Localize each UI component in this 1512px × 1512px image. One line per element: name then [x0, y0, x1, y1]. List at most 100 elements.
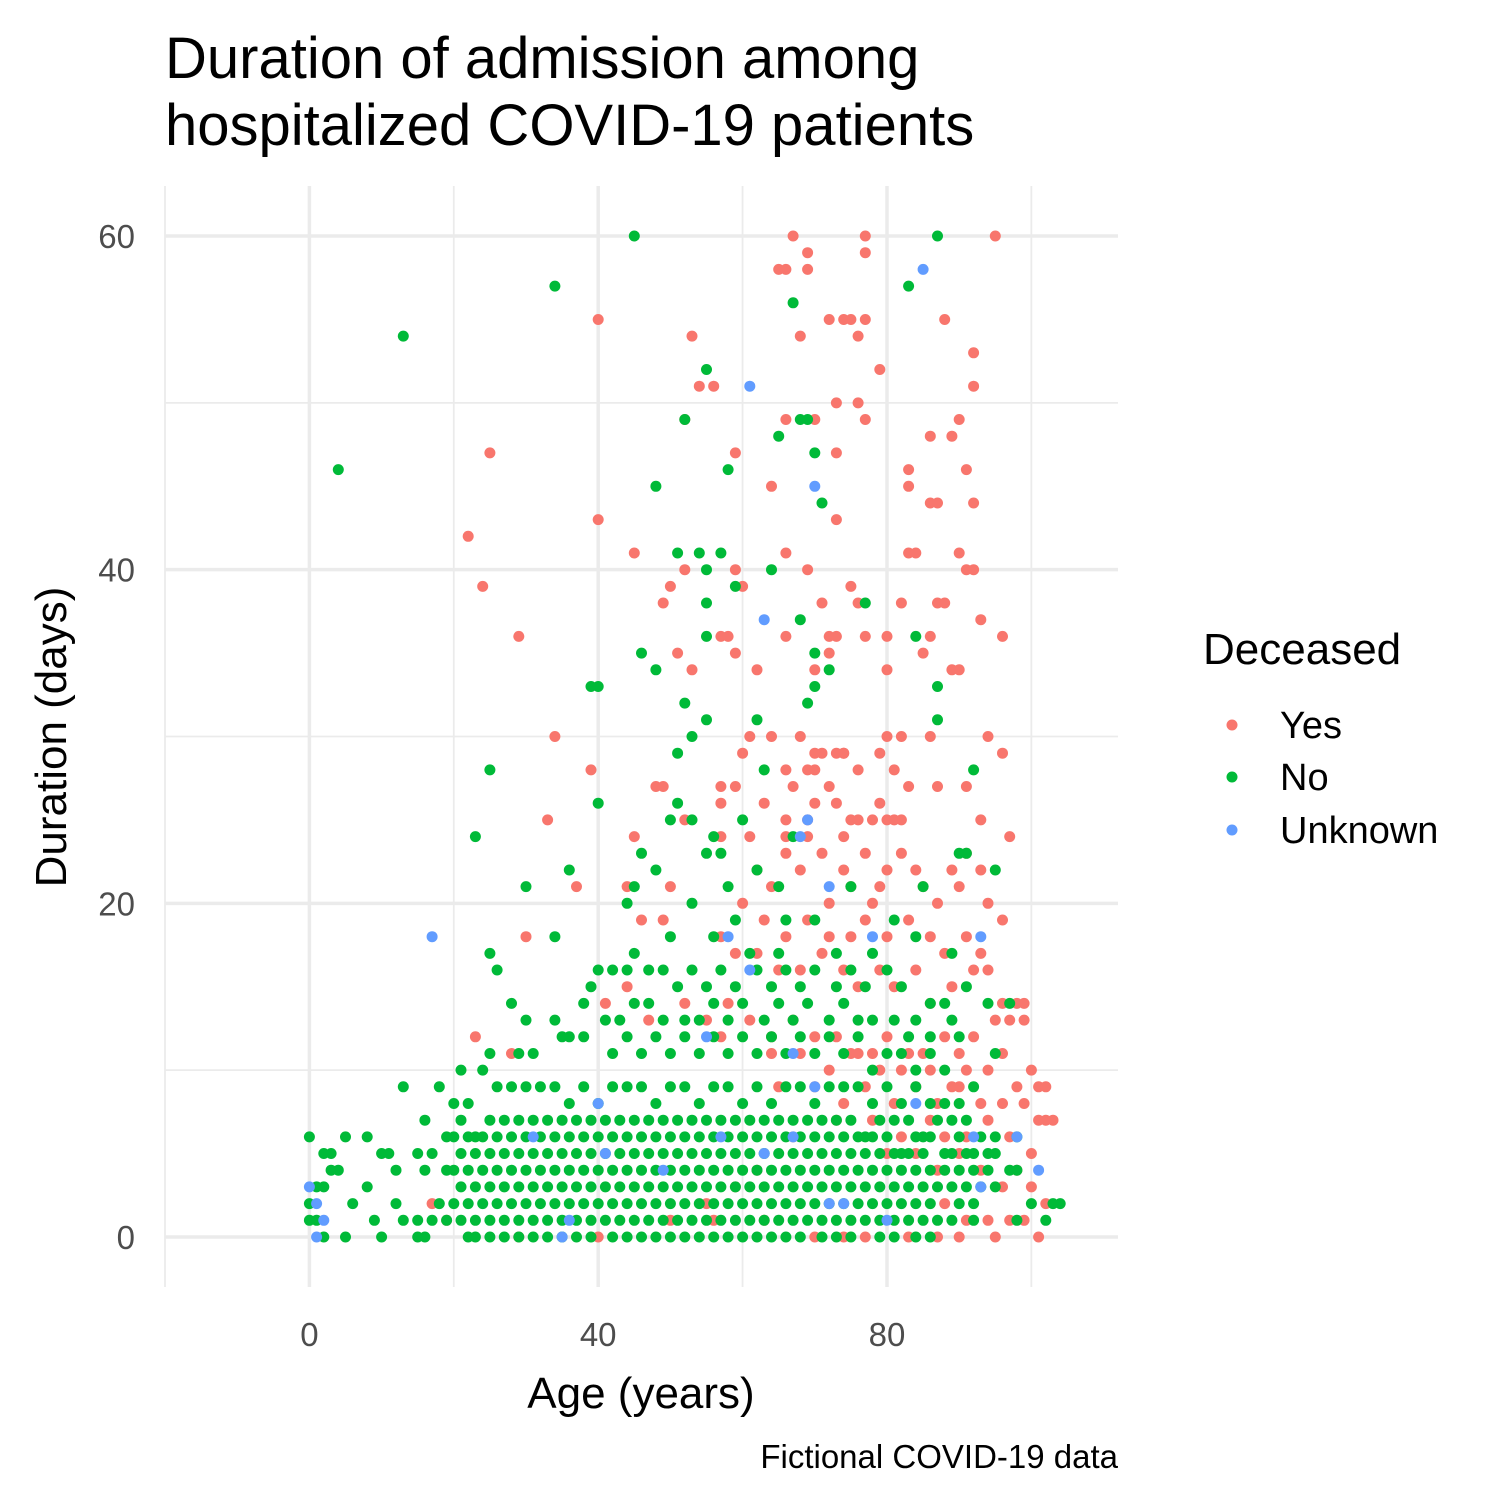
data-point-no	[484, 1231, 496, 1243]
data-point-no	[773, 430, 785, 442]
data-point-no	[542, 1181, 554, 1193]
data-point-no	[614, 1114, 626, 1126]
data-point-no	[621, 1081, 633, 1093]
data-point-yes	[982, 897, 994, 909]
data-point-no	[484, 947, 496, 959]
data-point-no	[809, 447, 821, 459]
data-point-no	[780, 1231, 792, 1243]
data-point-yes	[859, 1231, 871, 1243]
data-point-no	[469, 1148, 481, 1159]
data-point-yes	[838, 1098, 850, 1109]
data-point-no	[527, 1181, 539, 1193]
data-point-no	[758, 1114, 770, 1126]
data-point-no	[549, 1164, 561, 1176]
data-point-no	[744, 1114, 756, 1126]
data-point-no	[527, 1048, 539, 1059]
data-point-no	[867, 1164, 878, 1176]
data-point-yes	[477, 580, 489, 592]
data-point-no	[780, 1198, 792, 1210]
data-point-no	[939, 997, 951, 1009]
y-tick-label: 0	[117, 1219, 135, 1256]
data-point-no	[549, 1131, 561, 1143]
data-point-no	[780, 964, 792, 976]
data-point-no	[852, 1198, 864, 1210]
data-point-no	[766, 1164, 777, 1176]
data-point-yes	[794, 964, 806, 976]
data-point-no	[679, 1031, 691, 1043]
data-point-no	[766, 1231, 777, 1243]
data-point-no	[701, 630, 712, 642]
data-point-no	[794, 1164, 806, 1176]
data-point-no	[686, 964, 698, 976]
data-point-no	[751, 1164, 763, 1176]
data-point-no	[527, 1214, 539, 1226]
data-point-no	[910, 1081, 922, 1093]
data-point-no	[585, 1148, 597, 1159]
data-point-no	[672, 797, 684, 809]
data-point-no	[549, 1081, 561, 1093]
data-point-yes	[1018, 997, 1030, 1009]
data-point-no	[888, 1148, 900, 1159]
data-point-unknown	[426, 931, 438, 943]
data-point-no	[845, 964, 857, 976]
data-point-no	[643, 1114, 655, 1126]
data-point-yes	[960, 464, 972, 476]
data-point-no	[578, 997, 590, 1009]
data-point-no	[715, 547, 727, 559]
data-point-no	[751, 1081, 763, 1093]
data-point-no	[722, 1081, 734, 1093]
data-point-no	[534, 1081, 546, 1093]
data-point-no	[477, 1164, 489, 1176]
data-point-no	[715, 1214, 727, 1226]
data-point-no	[636, 1198, 647, 1210]
data-point-no	[830, 1114, 842, 1126]
data-point-no	[643, 1214, 655, 1226]
data-point-yes	[975, 947, 987, 959]
data-point-unknown	[794, 831, 806, 843]
data-point-no	[968, 1081, 980, 1093]
data-point-yes	[895, 731, 907, 742]
data-point-no	[982, 997, 994, 1009]
data-point-no	[513, 1214, 525, 1226]
data-point-yes	[780, 847, 792, 859]
y-tick-label: 60	[98, 218, 135, 255]
data-point-no	[881, 1048, 893, 1059]
data-point-no	[679, 1231, 691, 1243]
data-point-no	[520, 1014, 532, 1026]
data-point-yes	[802, 263, 814, 275]
data-point-no	[910, 931, 922, 943]
data-point-no	[455, 1148, 467, 1159]
data-point-no	[592, 797, 604, 809]
data-point-no	[585, 1181, 597, 1193]
legend-label-no: No	[1280, 757, 1329, 799]
data-point-no	[607, 1198, 619, 1210]
data-points	[303, 230, 1066, 1243]
data-point-no	[433, 1198, 445, 1210]
data-point-yes	[513, 630, 525, 642]
data-point-yes	[989, 230, 1001, 242]
data-point-no	[924, 997, 936, 1009]
data-point-yes	[729, 564, 741, 576]
data-point-no	[737, 997, 749, 1009]
data-point-yes	[809, 1031, 821, 1043]
data-point-yes	[802, 247, 814, 259]
data-point-no	[787, 1014, 799, 1026]
data-point-no	[664, 1131, 676, 1143]
data-point-yes	[939, 1031, 951, 1043]
data-point-no	[513, 1048, 525, 1059]
data-point-no	[924, 1164, 936, 1176]
data-point-yes	[592, 314, 604, 325]
data-point-no	[960, 1148, 972, 1159]
data-point-yes	[953, 881, 965, 893]
data-point-no	[794, 614, 806, 626]
data-point-no	[838, 1081, 850, 1093]
data-point-yes	[823, 931, 835, 943]
data-point-no	[679, 414, 691, 425]
data-point-no	[701, 364, 712, 375]
data-point-no	[751, 1231, 763, 1243]
data-point-yes	[1033, 1231, 1045, 1243]
data-point-no	[628, 947, 640, 959]
data-point-no	[412, 1148, 424, 1159]
data-point-yes	[982, 1214, 994, 1226]
data-point-no	[729, 1148, 741, 1159]
